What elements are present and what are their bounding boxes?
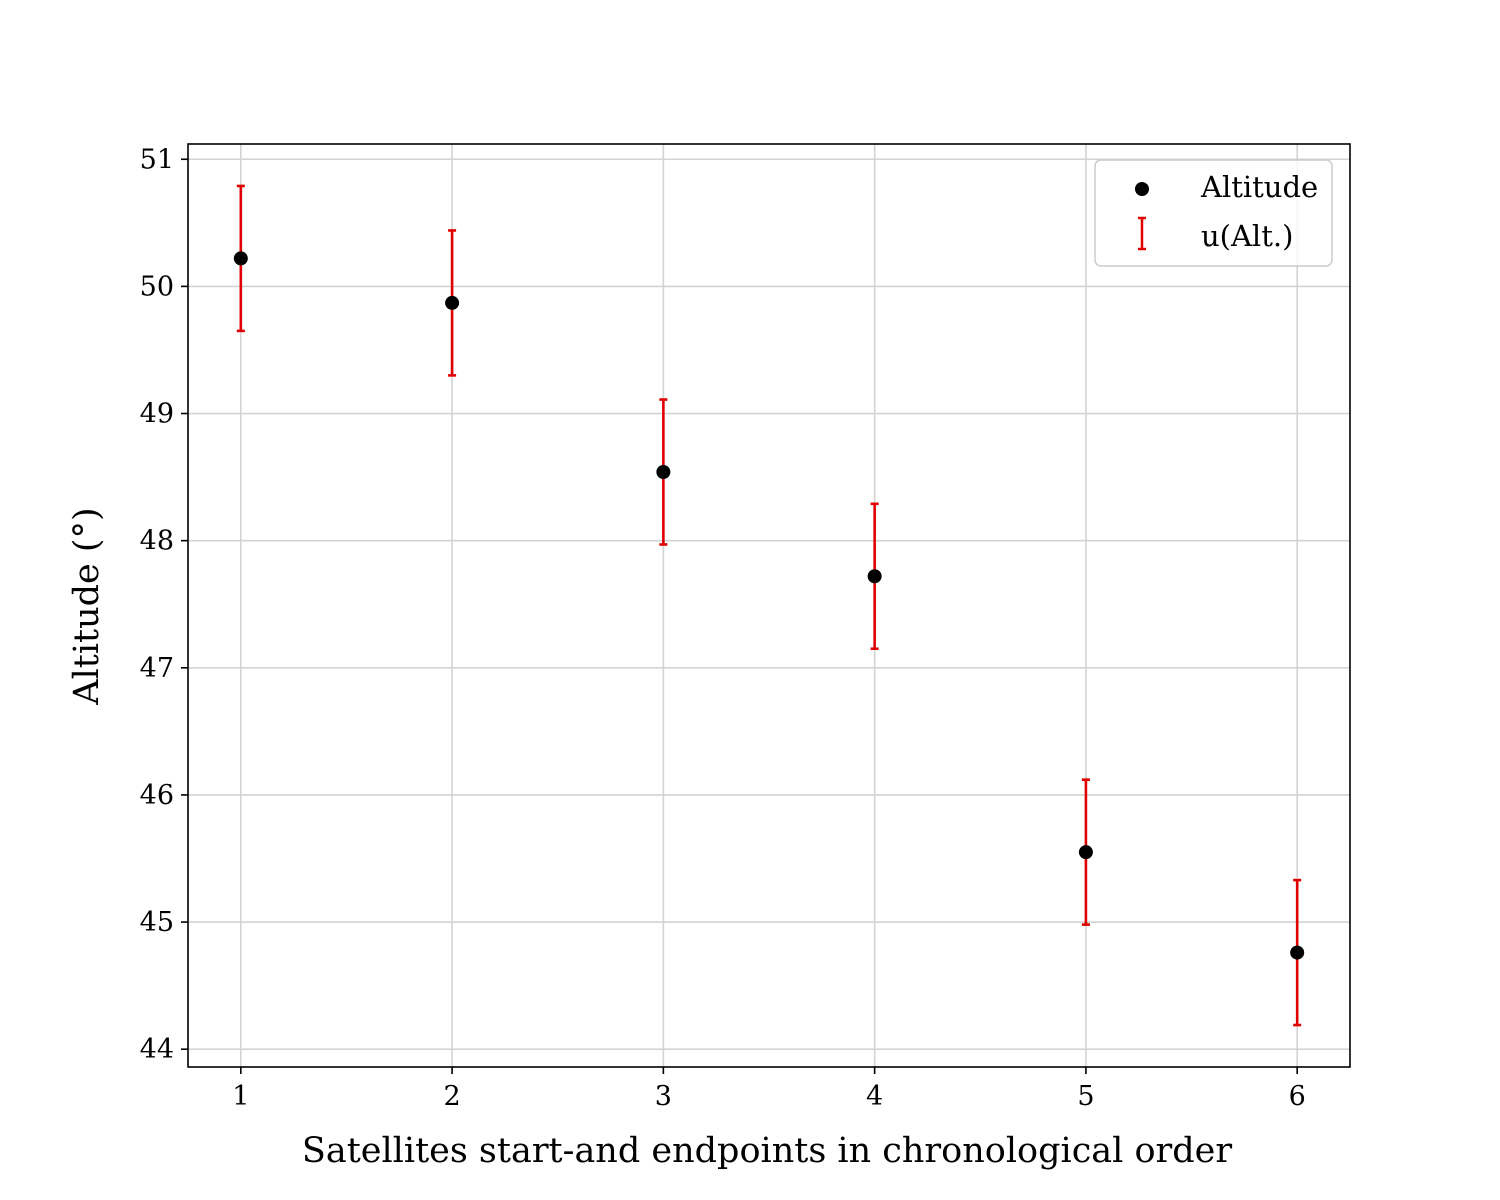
data-point — [233, 251, 248, 266]
legend-marker-altitude — [1135, 182, 1149, 196]
y-tick-label: 46 — [140, 780, 174, 811]
grid — [188, 144, 1350, 1067]
y-tick-label: 49 — [140, 399, 174, 430]
data-point — [445, 295, 460, 310]
y-tick-label: 44 — [140, 1034, 174, 1065]
x-tick-label: 2 — [443, 1081, 460, 1112]
x-tick-label: 3 — [655, 1081, 672, 1112]
y-tick-label: 51 — [140, 144, 174, 175]
legend-label-uncertainty: u(Alt.) — [1201, 219, 1293, 253]
data-point — [1290, 945, 1305, 960]
data-points — [233, 251, 1305, 960]
legend-label-altitude: Altitude — [1200, 170, 1318, 204]
data-point — [1078, 845, 1093, 860]
y-tick-label: 48 — [140, 526, 174, 557]
plot-frame — [187, 143, 1351, 1068]
y-tick-label: 50 — [140, 271, 174, 302]
x-tick-label: 6 — [1289, 1081, 1306, 1112]
y-tick-label: 47 — [140, 653, 174, 684]
y-axis-label: Altitude (°) — [67, 507, 107, 705]
x-tick-label: 5 — [1077, 1081, 1094, 1112]
x-tick-label: 1 — [232, 1081, 249, 1112]
data-point — [656, 465, 671, 480]
y-tick-label: 45 — [140, 907, 174, 938]
x-axis-label: Satellites start-and endpoints in chrono… — [302, 1131, 1233, 1171]
x-tick-label: 4 — [866, 1081, 883, 1112]
data-point — [867, 569, 882, 584]
legend-frame — [1094, 159, 1333, 267]
legend: Altitude u(Alt.) — [1094, 159, 1333, 267]
